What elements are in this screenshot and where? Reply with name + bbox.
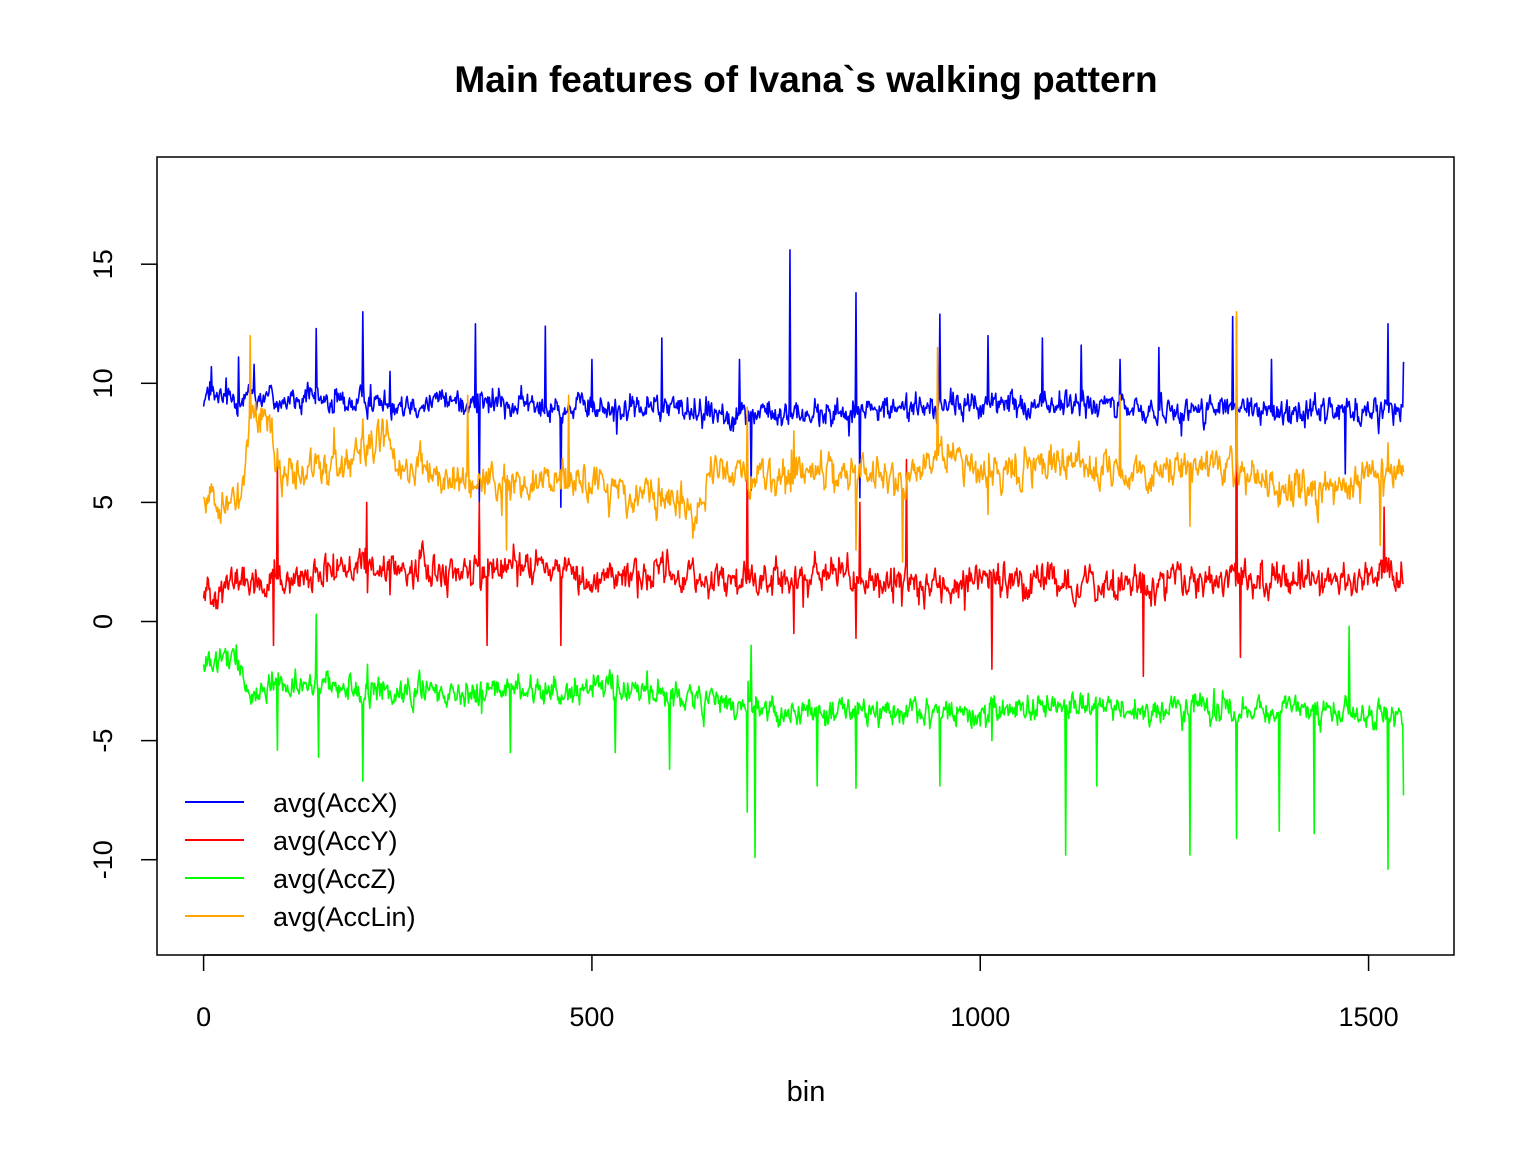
series-line-4 (202, 311, 1405, 563)
legend-label: avg(AccLin) (273, 902, 416, 932)
y-tick-label: -5 (88, 729, 118, 753)
x-tick-label: 0 (196, 1002, 211, 1032)
chart-title: Main features of Ivana`s walking pattern (454, 59, 1157, 100)
y-tick-label: 15 (88, 249, 118, 279)
x-tick-label: 500 (569, 1002, 614, 1032)
y-tick-label: 5 (88, 495, 118, 510)
x-tick-label: 1000 (950, 1002, 1010, 1032)
y-tick-label: 10 (88, 368, 118, 398)
series-layer (202, 249, 1405, 871)
y-tick-label: -10 (88, 840, 118, 879)
x-tick-label: 1500 (1339, 1002, 1399, 1032)
x-axis-label: bin (787, 1076, 826, 1108)
legend-label: avg(AccX) (273, 788, 398, 818)
legend-label: avg(AccZ) (273, 864, 396, 894)
series-line-2 (202, 315, 1405, 678)
y-tick-label: 0 (88, 614, 118, 629)
legend: avg(AccX) avg(AccY) avg(AccZ) avg(AccLin) (185, 788, 416, 932)
x-axis: 0 500 1000 1500 (196, 954, 1399, 1032)
y-axis: -10 -5 0 5 10 15 (88, 249, 158, 879)
legend-label: avg(AccY) (273, 826, 398, 856)
series-line-3 (202, 613, 1405, 871)
series-line-1 (202, 249, 1405, 539)
